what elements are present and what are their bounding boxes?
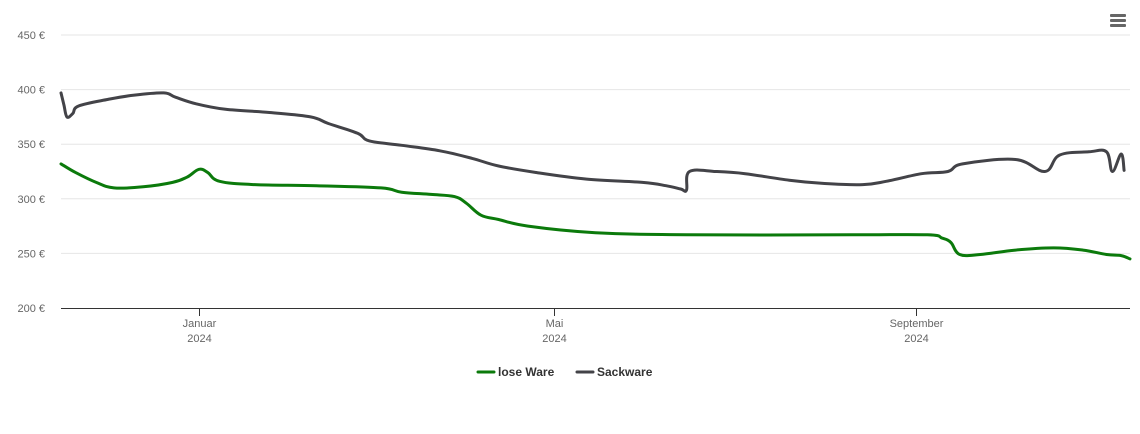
legend-label: lose Ware [498, 365, 555, 379]
x-tick-label-year: 2024 [542, 333, 566, 345]
x-tick-label-month: Januar [183, 318, 217, 330]
hamburger-menu-icon[interactable] [1106, 10, 1130, 32]
y-tick-label: 350 € [17, 139, 45, 151]
x-tick-label-month: September [890, 318, 944, 330]
x-tick-label-month: Mai [546, 318, 564, 330]
legend-item-sackware[interactable]: Sackware [575, 365, 653, 379]
series-line-lose-ware [59, 162, 1132, 261]
y-tick-label: 200 € [17, 303, 45, 315]
y-tick-label: 400 € [17, 85, 45, 97]
legend-item-lose-ware[interactable]: lose Ware [476, 365, 555, 379]
x-tick-label-year: 2024 [904, 333, 928, 345]
x-tick-label-year: 2024 [187, 333, 211, 345]
y-tick-label: 450 € [17, 30, 45, 42]
legend-label: Sackware [597, 365, 653, 379]
series-line-sackware [59, 91, 1126, 193]
y-tick-label: 300 € [17, 194, 45, 206]
y-tick-label: 250 € [17, 248, 45, 260]
